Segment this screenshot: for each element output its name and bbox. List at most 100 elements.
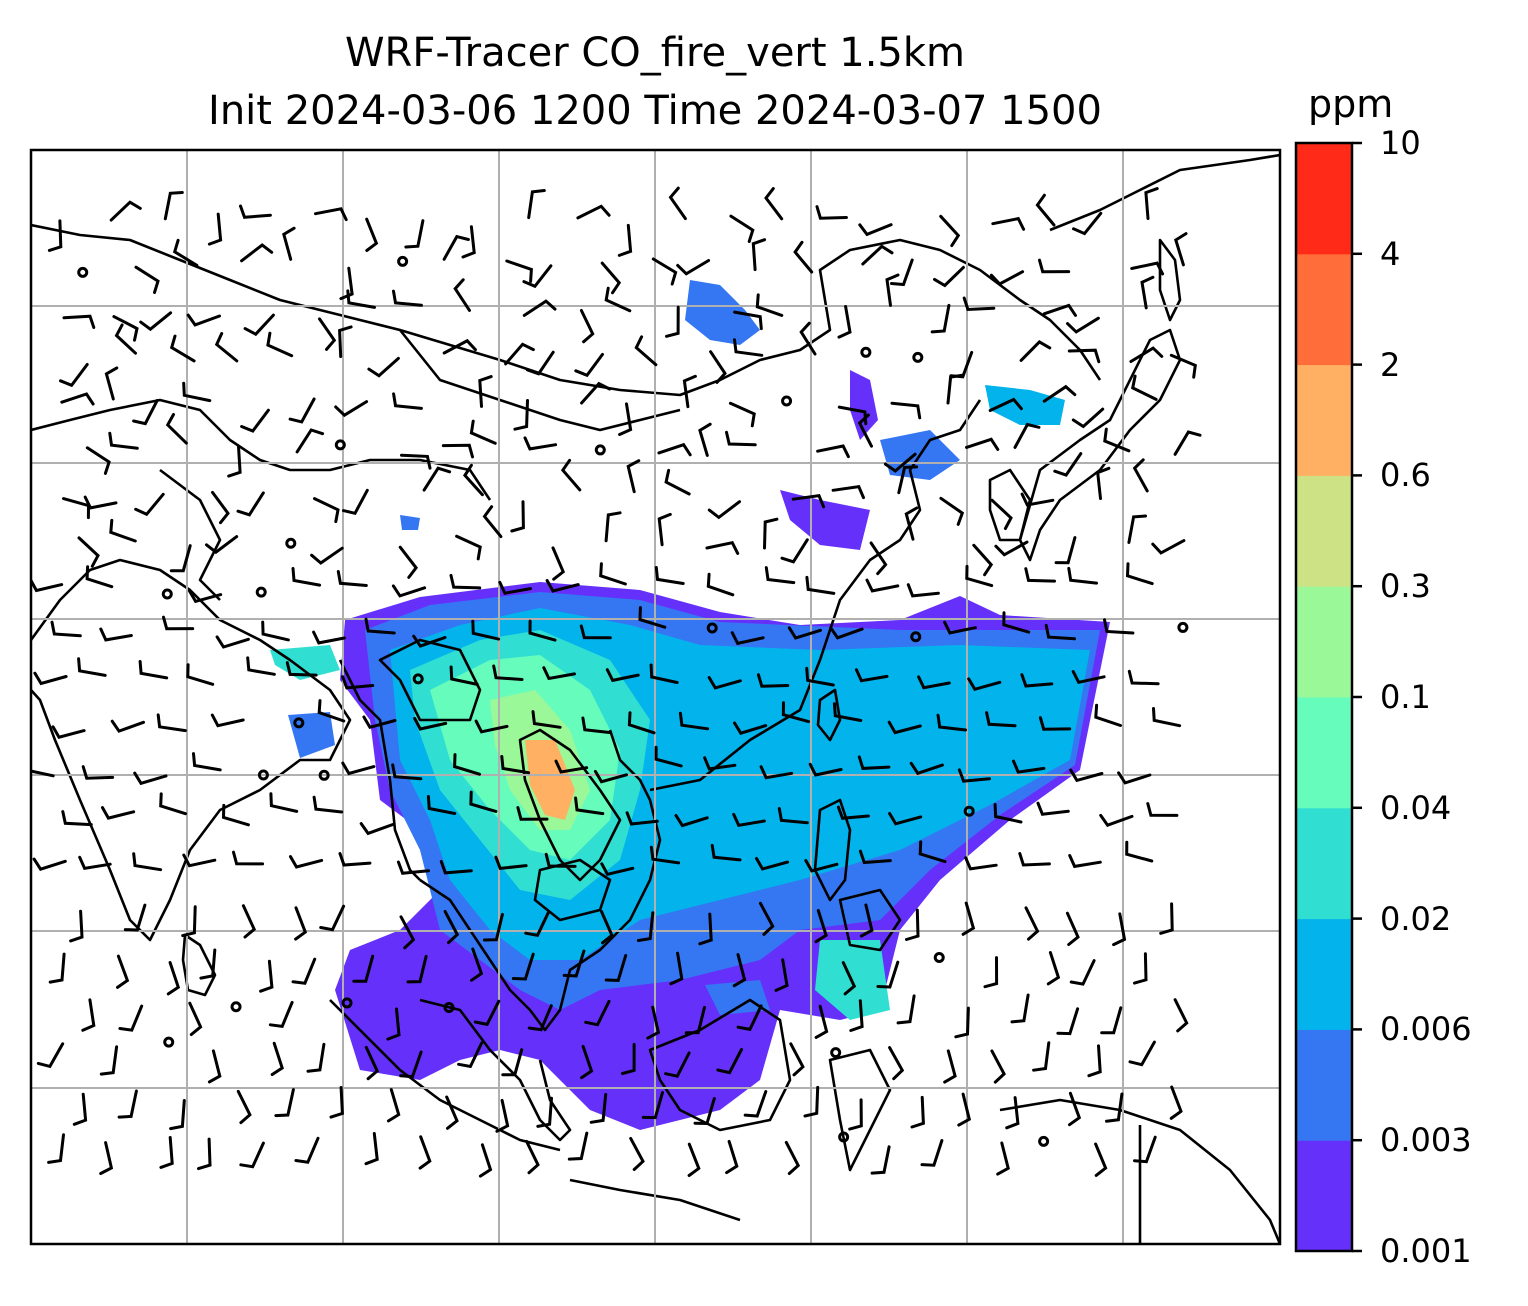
wind-barb xyxy=(789,1042,805,1077)
wind-barb xyxy=(780,538,809,564)
wind-barb xyxy=(243,313,275,337)
wind-barb xyxy=(1054,536,1077,565)
calm-wind-marker xyxy=(1177,621,1189,633)
wind-barb xyxy=(334,400,369,418)
wind-barb xyxy=(909,761,944,776)
wind-barb xyxy=(215,635,250,649)
wind-barb xyxy=(897,465,919,495)
wind-barb xyxy=(282,226,296,261)
wind-barb xyxy=(657,512,672,547)
wind-barb xyxy=(470,947,484,982)
wind-barb xyxy=(510,500,525,533)
calm-wind-marker xyxy=(255,586,267,598)
wind-barb xyxy=(398,545,418,579)
colorbar-tick-label: 0.006 xyxy=(1380,1010,1472,1049)
wind-barb xyxy=(600,862,635,877)
wind-barb xyxy=(804,859,839,873)
wind-barb xyxy=(888,812,923,826)
wind-barb xyxy=(211,490,230,525)
wind-barb xyxy=(1053,452,1083,477)
wind-barb xyxy=(62,314,96,329)
wind-barb xyxy=(756,673,790,688)
wind-barb xyxy=(246,656,276,676)
wind-barb xyxy=(123,903,147,932)
wind-barb xyxy=(182,381,212,403)
wind-barb xyxy=(259,959,274,993)
wind-barb xyxy=(1125,562,1154,586)
wind-barb xyxy=(1020,673,1054,688)
wind-barb xyxy=(400,453,432,470)
plume-patch xyxy=(400,515,420,530)
wind-barb xyxy=(83,495,118,510)
wind-barb xyxy=(527,1004,553,1032)
wind-barb xyxy=(1174,232,1188,267)
wind-barb xyxy=(241,904,257,939)
wind-barb xyxy=(492,664,524,681)
wind-barb xyxy=(478,1143,493,1178)
wind-barb xyxy=(943,1049,957,1084)
wind-barb xyxy=(443,910,460,945)
wind-barb xyxy=(1069,768,1104,783)
wind-barb xyxy=(551,546,566,581)
coastline-china-east xyxy=(649,399,982,792)
wind-barb xyxy=(109,200,142,222)
wind-barb xyxy=(453,753,481,776)
wind-barb xyxy=(829,626,864,640)
calm-wind-marker xyxy=(838,1131,850,1143)
calm-wind-marker xyxy=(334,439,346,451)
wind-barb xyxy=(516,806,549,821)
colorbar-tick-label: 0.1 xyxy=(1380,678,1431,716)
wind-barb xyxy=(412,634,447,648)
wind-barb xyxy=(674,814,709,828)
wind-barb xyxy=(954,1006,970,1039)
wind-barb xyxy=(1087,1044,1102,1078)
colorbar-segment xyxy=(1296,143,1352,255)
plume-core xyxy=(525,740,575,820)
wind-barb xyxy=(471,619,501,641)
wind-barb xyxy=(939,214,961,248)
wind-barb xyxy=(836,805,870,820)
wind-barb xyxy=(733,338,764,357)
wind-barb xyxy=(917,675,951,690)
coastline-sakhalin xyxy=(1158,238,1182,322)
wind-barb xyxy=(104,366,119,401)
wind-barb xyxy=(1130,374,1158,401)
plume-patch xyxy=(850,370,878,440)
wind-barb xyxy=(312,795,344,814)
wind-barb xyxy=(580,381,612,405)
wind-barb xyxy=(186,663,215,686)
wind-barb xyxy=(668,186,687,221)
map-title-line-2: Init 2024-03-06 1200 Time 2024-03-07 150… xyxy=(208,88,1102,134)
wind-barb xyxy=(1127,514,1147,544)
wind-barb xyxy=(455,534,482,561)
wind-barb xyxy=(367,356,400,378)
border-laos xyxy=(518,728,622,882)
wind-barb xyxy=(500,755,531,775)
wind-barb xyxy=(109,518,137,543)
wind-barb xyxy=(1105,1092,1124,1123)
wind-barb xyxy=(387,1088,401,1123)
wind-barb xyxy=(651,257,678,286)
wind-barb xyxy=(990,498,1013,530)
calm-wind-marker xyxy=(860,346,872,358)
wind-barb xyxy=(85,446,111,475)
wind-barb xyxy=(805,575,836,595)
wind-barb xyxy=(910,1095,925,1129)
wind-barb xyxy=(634,335,658,367)
wind-barb xyxy=(859,903,874,938)
wind-barb xyxy=(138,660,169,680)
wind-barb xyxy=(962,296,996,312)
wind-barb xyxy=(626,459,641,494)
wind-barb xyxy=(725,1139,739,1175)
wind-barb xyxy=(604,286,632,313)
wind-barb xyxy=(649,663,679,684)
wind-barb xyxy=(758,901,775,936)
wind-barbs xyxy=(31,186,1202,1178)
plume-patch xyxy=(780,490,870,550)
wind-barb xyxy=(186,313,221,327)
wind-barb xyxy=(799,321,817,356)
wind-barb xyxy=(117,1089,138,1119)
wind-barb xyxy=(617,223,633,257)
colorbar-segment xyxy=(1296,1029,1352,1141)
wind-barb xyxy=(261,620,290,642)
